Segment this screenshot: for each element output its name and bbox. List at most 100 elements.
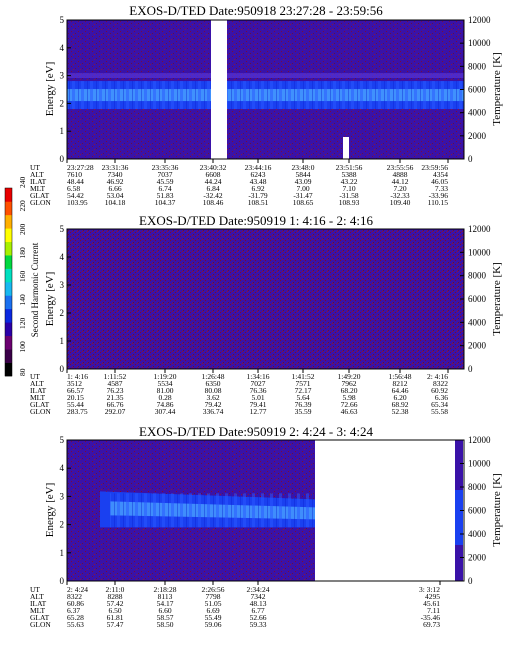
panel-2-table-cell: 20.15	[67, 393, 84, 402]
panel-3-right-tick-label: 6000	[468, 506, 487, 516]
panel-3-left-tick-label: 3	[60, 491, 65, 501]
colorbar-segment	[5, 295, 12, 310]
panel-1-table-row-label: ALT	[30, 170, 44, 179]
panel-3-left-tick-label: 1	[60, 548, 65, 558]
panel-2-right-tick-label: 10000	[468, 247, 491, 257]
colorbar-tick-label: 120	[18, 318, 27, 330]
panel-1-left-tick-label: 3	[60, 71, 65, 81]
panel-2-table-cell: 4587	[108, 379, 123, 388]
panel-1-table-cell: 6608	[206, 170, 221, 179]
panel-3-table-cell: 60.86	[67, 599, 84, 608]
colorbar-segment	[5, 214, 12, 229]
panel-1-table-cell: 23:48:0	[292, 163, 315, 172]
panel-2-table-cell: 307.44	[155, 407, 176, 416]
panel-3-band-stripes	[110, 493, 315, 528]
panel-1-table-cell: 45.59	[157, 177, 174, 186]
colorbar-tick-label: 100	[18, 341, 27, 353]
panel-1-table-cell: 44.12	[392, 177, 409, 186]
panel-2-table-cell: 1:49:20	[338, 372, 361, 381]
panel-2: EXOS-D/TED Date:950919 1: 4:16 - 2: 4:16…	[30, 213, 503, 416]
panel-1-table-cell: 108.65	[293, 198, 314, 207]
panel-1-table-cell: 23:40:32	[200, 163, 227, 172]
colorbar-segment	[5, 268, 12, 283]
panel-2-table-cell: 1:34:16	[247, 372, 270, 381]
panel-3-table-cell: 69.73	[423, 620, 440, 629]
panel-1-right-tick-label: 0	[468, 154, 473, 164]
panel-3-table-cell: 6.60	[158, 606, 171, 615]
panel-1-right-tick-label: 8000	[468, 61, 487, 71]
panel-2-table-cell: 68.20	[341, 386, 358, 395]
panel-3-table-cell: 57.42	[107, 599, 124, 608]
panel-2-table-cell: 5534	[158, 379, 173, 388]
panel-2-table-cell: 72.66	[341, 400, 358, 409]
panel-2-table-cell: 5.01	[251, 393, 264, 402]
panel-2-left-tick-label: 5	[60, 224, 65, 234]
panel-3-right-tick-label: 12000	[468, 435, 491, 445]
panel-2-table-cell: 6350	[206, 379, 221, 388]
panel-2-table-cell: 21.35	[107, 393, 124, 402]
panel-3-table-cell: 3: 3:12	[419, 585, 440, 594]
panel-1-table-cell: 108.93	[339, 198, 360, 207]
panel-1-band-stripes	[227, 81, 464, 110]
panel-2-table-cell: 292.07	[105, 407, 126, 416]
panel-2-table-cell: 7962	[342, 379, 357, 388]
panel-2-table-cell: 79.41	[250, 400, 267, 409]
panel-1-table-cell: 23:35:36	[152, 163, 179, 172]
colorbar-tick-label: 80	[18, 368, 27, 376]
panel-2-table-cell: 52.38	[392, 407, 409, 416]
panel-3-table-cell: 7798	[206, 592, 221, 601]
panel-3-table-cell: 52.66	[250, 613, 267, 622]
panel-2-left-tick-label: 4	[60, 252, 65, 262]
panel-3-table-cell: 6.69	[206, 606, 219, 615]
panel-2-left-tick-label: 3	[60, 280, 65, 290]
panel-1-left-tick-label: 2	[60, 98, 65, 108]
panel-1-left-tick-label: 1	[60, 126, 65, 136]
panel-3-table-cell: 48.13	[250, 599, 267, 608]
panel-2-table-cell: 68.92	[392, 400, 409, 409]
colorbar-tick-label: 220	[18, 200, 27, 212]
panel-1-table-cell: 7.10	[342, 184, 355, 193]
panel-1-table-cell: 23:51:56	[336, 163, 363, 172]
panel-3-table-cell: 2:18:28	[154, 585, 177, 594]
panel-1-right-tick-label: 12000	[468, 15, 491, 25]
panel-2-table-cell: 76.39	[295, 400, 312, 409]
panel-2-table-cell: 3.62	[206, 393, 219, 402]
panel-3-table-row-label: GLAT	[30, 613, 50, 622]
panel-1-band-stripes	[67, 81, 211, 110]
panel-3-table-row-label: UT	[30, 585, 40, 594]
panel-1-band-upper-fringe	[227, 73, 464, 79]
panel-1-table-cell: 6.66	[108, 184, 121, 193]
panel-2-left-tick-label: 1	[60, 336, 65, 346]
panel-1-table-cell: 43.48	[250, 177, 267, 186]
panel-2-table-cell: 66.76	[107, 400, 124, 409]
panel-3-right-tick-label: 2000	[468, 553, 487, 563]
panel-1-table-cell: 53.04	[107, 191, 124, 200]
colorbar-segment	[5, 308, 12, 323]
colorbar-segment	[5, 228, 12, 243]
panel-1-table-cell: 108.51	[248, 198, 269, 207]
panel-2-table-cell: 12.77	[250, 407, 267, 416]
panel-1-table-cell: 103.95	[67, 198, 88, 207]
panel-2-speckle	[67, 229, 464, 369]
panel-1-table-row-label: UT	[30, 163, 40, 172]
colorbar-frame	[4, 187, 13, 377]
panel-2-table-cell: 1:11:52	[104, 372, 127, 381]
panel-2-table-cell: 5.98	[342, 393, 355, 402]
panel-1-band-upper-fringe	[67, 73, 211, 79]
panel-3-table-cell: 65.28	[67, 613, 84, 622]
panel-1-table-cell: 6.58	[67, 184, 80, 193]
panel-2-table-cell: 81.00	[157, 386, 174, 395]
panel-1-table-cell: 6.84	[206, 184, 219, 193]
colorbar-tick-label: 180	[18, 247, 27, 259]
panel-2-table-cell: 3512	[67, 379, 82, 388]
panel-2-table-cell: 5.64	[296, 393, 309, 402]
panel-3-table-cell: 58.57	[157, 613, 174, 622]
panel-1-table-cell: 46.05	[431, 177, 448, 186]
panel-3-table-cell: 55.63	[67, 620, 84, 629]
panel-1-table-cell: 46.92	[107, 177, 124, 186]
panel-1-table-cell: 23:59:56	[421, 163, 448, 172]
colorbar-segment	[5, 241, 12, 256]
panel-1-table-cell: 5844	[296, 170, 311, 179]
panel-3-table-cell: 6.37	[67, 606, 80, 615]
